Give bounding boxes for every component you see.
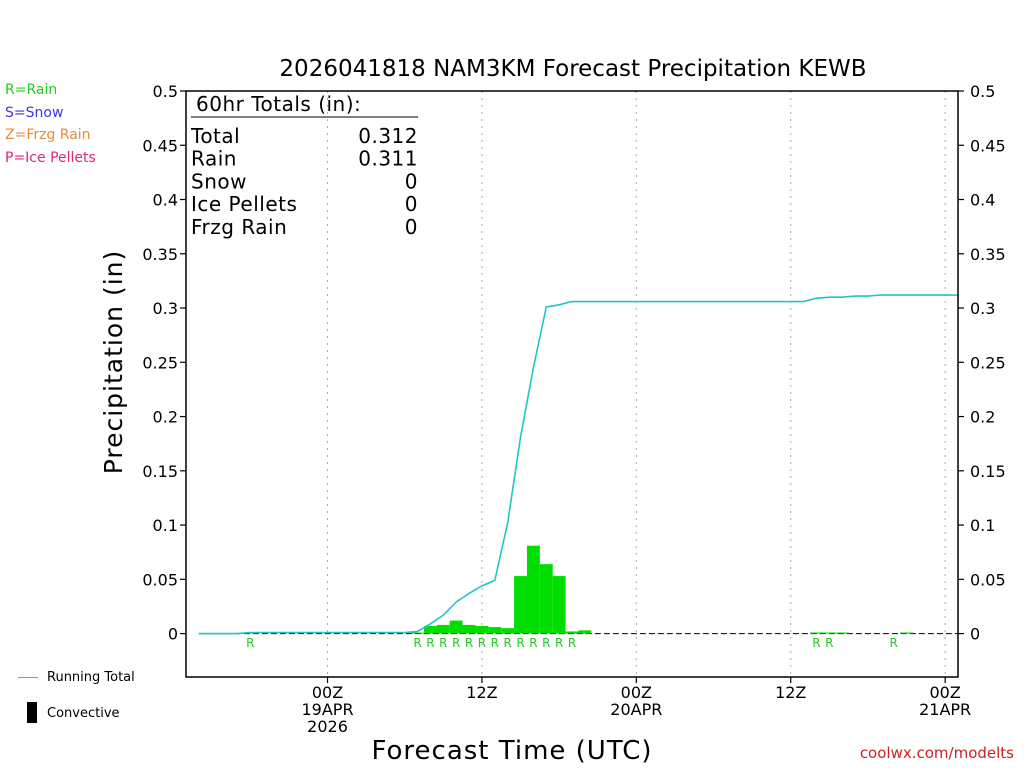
- precip-bar: [488, 627, 502, 634]
- y-tick-label-right: 0: [970, 625, 980, 644]
- y-tick-label-left: 0.05: [142, 570, 178, 589]
- x-tick-label: 20APR: [610, 700, 662, 719]
- y-axis-label: Precipitation (in): [99, 250, 128, 475]
- precip-type-letter: R: [439, 636, 447, 650]
- precip-bar: [565, 631, 579, 634]
- precip-bar: [411, 632, 425, 634]
- y-tick-label-left: 0.1: [153, 516, 178, 535]
- y-tick-label-right: 0.25: [970, 353, 1006, 372]
- x-tick-label: 2026: [307, 717, 348, 736]
- y-tick-label-left: 0.15: [142, 462, 178, 481]
- y-tick-label-right: 0.05: [970, 570, 1006, 589]
- totals-row-label: Rain: [191, 147, 237, 171]
- totals-row-value: 0.311: [358, 147, 418, 171]
- y-tick-label-left: 0.2: [153, 408, 178, 427]
- precip-type-letter: R: [825, 636, 833, 650]
- y-tick-label-left: 0.35: [142, 245, 178, 264]
- plot-frame: [185, 90, 959, 678]
- totals-row-label: Ice Pellets: [191, 192, 297, 216]
- precip-type-letter: R: [491, 636, 499, 650]
- x-tick-label: 00Z: [312, 683, 343, 702]
- x-tick-label: 12Z: [466, 683, 497, 702]
- precip-bar: [552, 576, 566, 634]
- x-axis-label: Forecast Time (UTC): [371, 736, 652, 766]
- legend-rain: R=Rain: [5, 82, 58, 98]
- y-tick-label-left: 0.3: [153, 299, 178, 318]
- totals-row-value: 0.312: [358, 124, 418, 148]
- y-tick-label-right: 0.2: [970, 408, 995, 427]
- precip-type-letter: R: [465, 636, 473, 650]
- precip-bar: [822, 632, 836, 634]
- precip-bar: [810, 632, 823, 634]
- totals-heading: 60hr Totals (in):: [196, 92, 361, 116]
- y-tick-label-left: 0.5: [153, 82, 178, 101]
- convective-swatch: [27, 702, 37, 723]
- precip-type-letter: R: [516, 636, 524, 650]
- running-total-swatch: [18, 677, 38, 678]
- precip-bar: [835, 632, 849, 634]
- totals-row-label: Frzg Rain: [191, 215, 287, 239]
- precip-bar: [578, 630, 592, 634]
- y-tick-label-left: 0.45: [142, 136, 178, 155]
- precip-bar: [526, 545, 540, 634]
- y-tick-label-right: 0.4: [970, 191, 995, 210]
- y-tick-label-right: 0.15: [970, 462, 1006, 481]
- legend-ice-pellets: P=Ice Pellets: [5, 150, 96, 166]
- credit-text: coolwx.com/modelts: [859, 744, 1014, 762]
- precip-type-letter: R: [812, 636, 820, 650]
- convective-legend: Convective: [47, 706, 120, 721]
- x-tick-label: 21APR: [919, 700, 971, 719]
- precip-type-letter: R: [478, 636, 486, 650]
- precip-bar: [462, 624, 476, 634]
- precip-type-letter: R: [568, 636, 576, 650]
- y-tick-label-right: 0.45: [970, 136, 1006, 155]
- precip-bar: [475, 625, 489, 634]
- legend-frzg-rain: Z=Frzg Rain: [5, 127, 91, 143]
- precip-bar: [900, 632, 913, 634]
- precip-bar: [501, 628, 515, 634]
- x-tick-label: 19APR: [301, 700, 353, 719]
- precip-type-letter: R: [426, 636, 434, 650]
- precip-type-letter: R: [889, 636, 897, 650]
- totals-row-label: Snow: [191, 169, 247, 193]
- totals-row-label: Total: [190, 124, 240, 148]
- precip-bar: [424, 625, 437, 634]
- precip-type-letter: R: [413, 636, 421, 650]
- y-tick-label-left: 0: [168, 625, 178, 644]
- y-tick-label-right: 0.1: [970, 516, 995, 535]
- precip-bar: [436, 624, 450, 634]
- precip-type-letter: R: [452, 636, 460, 650]
- precip-type-letter: R: [246, 636, 254, 650]
- totals-row-value: 0: [405, 169, 418, 193]
- y-tick-label-left: 0.4: [153, 191, 178, 210]
- totals-row-value: 0: [405, 215, 418, 239]
- chart-title: 2026041818 NAM3KM Forecast Precipitation…: [279, 56, 866, 82]
- y-tick-label-right: 0.5: [970, 82, 995, 101]
- y-tick-label-left: 0.25: [142, 353, 178, 372]
- x-tick-label: 00Z: [621, 683, 652, 702]
- totals-row-value: 0: [405, 192, 418, 216]
- y-tick-label-right: 0.3: [970, 299, 995, 318]
- running-total-legend: Running Total: [47, 670, 135, 685]
- precip-bar: [449, 620, 463, 634]
- precip-bar: [539, 564, 553, 634]
- precip-type-letter: R: [529, 636, 537, 650]
- precip-type-letter: R: [503, 636, 511, 650]
- x-tick-label: 12Z: [775, 683, 806, 702]
- y-tick-label-right: 0.35: [970, 245, 1006, 264]
- precip-type-letter: R: [542, 636, 550, 650]
- precip-bar: [514, 576, 527, 634]
- legend-snow: S=Snow: [5, 105, 64, 121]
- running-total-line: [198, 294, 958, 635]
- precip-type-letter: R: [555, 636, 563, 650]
- x-tick-label: 00Z: [929, 683, 960, 702]
